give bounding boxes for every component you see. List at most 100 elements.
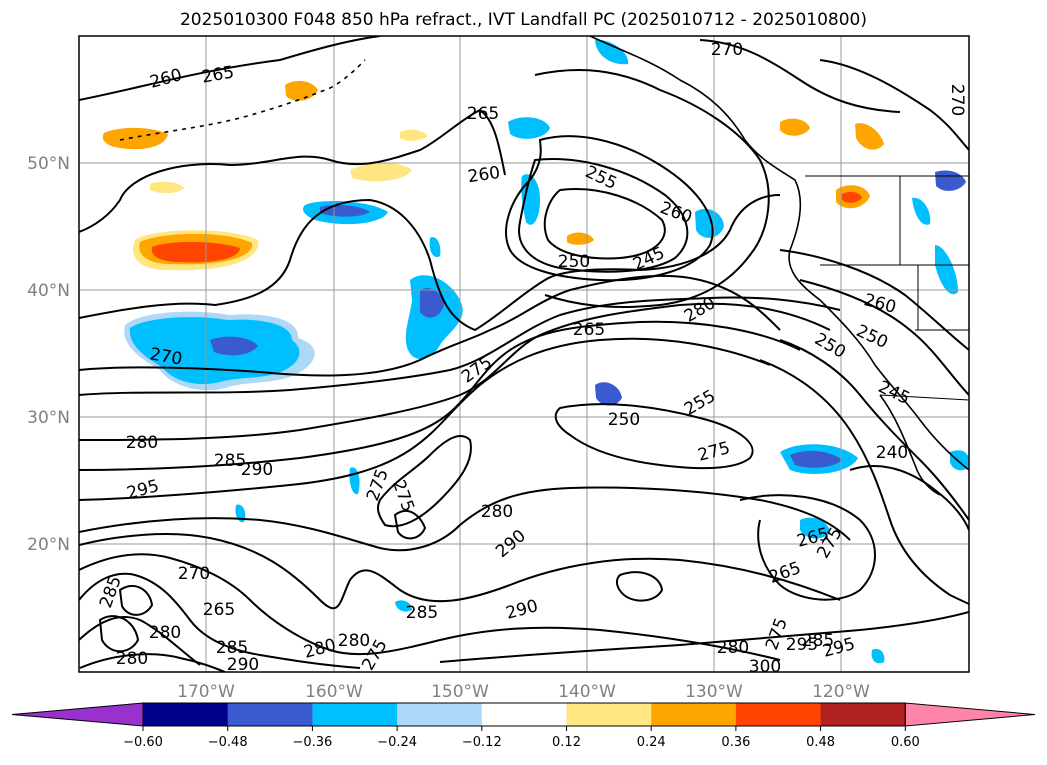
contour-line: [779, 249, 969, 351]
colorbar-extend-high: [904, 702, 1036, 727]
contour-line: [439, 611, 969, 663]
contour-value-label: 285: [214, 451, 246, 471]
contour-value-label: 280: [338, 631, 370, 651]
contour-value-label: 270: [178, 564, 210, 584]
negative-anomaly-patch: [790, 450, 842, 468]
negative-anomaly-patch: [320, 204, 370, 217]
colorbar-frame: [142, 702, 906, 727]
border-us-mexico: [879, 394, 969, 401]
latitude-labels: 50°N 40°N 30°N 20°N: [27, 154, 70, 555]
contour-value-label: 250: [558, 252, 590, 272]
graticule: [79, 36, 969, 672]
contour-value-label: 265: [203, 600, 235, 620]
colorbar-tick-label: −0.36: [292, 735, 332, 750]
state-borders: [820, 176, 969, 331]
contour-line: [79, 553, 781, 661]
contour-value-label: 260: [148, 65, 185, 93]
colorbar-tick-label: 0.12: [552, 735, 581, 750]
shaded-anomalies: [102, 39, 969, 664]
lat-label: 30°N: [27, 408, 70, 428]
negative-anomaly-patch: [935, 170, 966, 191]
contour-line: [79, 274, 781, 377]
contour-line: [79, 653, 226, 672]
contour-value-label: 285: [216, 638, 248, 658]
contour-line: [118, 585, 154, 616]
contour-value-label: 260: [862, 290, 899, 318]
colorbar-tick-label: 0.60: [891, 735, 920, 750]
colorbar-segment: [481, 703, 567, 726]
lat-label: 40°N: [27, 281, 70, 301]
contour-value-label: 280: [717, 638, 749, 658]
lat-label: 50°N: [27, 154, 70, 174]
positive-anomaly-patch: [102, 127, 168, 150]
negative-anomaly-patch: [800, 517, 830, 539]
colorbar-tick-label: 0.24: [637, 735, 666, 750]
positive-anomaly-patch: [151, 241, 240, 263]
colorbar: −0.60 −0.48 −0.36 −0.24 −0.12 0.12 0.24 0.36 0.4…: [11, 702, 1036, 750]
lon-label: 150°W: [431, 682, 489, 702]
contour-value-label: 280: [481, 502, 513, 522]
positive-anomaly-patch: [350, 163, 412, 182]
negative-anomaly-patch: [395, 600, 412, 612]
colorbar-segment: [820, 703, 906, 726]
contour-value-label: 265: [573, 320, 605, 340]
contour-line: [79, 320, 801, 471]
lon-label: 120°W: [812, 682, 870, 702]
contour-value-label: 285: [406, 603, 438, 623]
aleutian-islands: [119, 59, 366, 141]
lon-label: 130°W: [685, 682, 743, 702]
contour-value-label: 295: [786, 635, 818, 655]
contour-value-label: 280: [126, 433, 158, 453]
positive-anomaly-patch: [780, 118, 810, 136]
colorbar-tick-label: −0.60: [123, 735, 163, 750]
refractivity-contours: [79, 36, 969, 672]
colorbar-tick-label: −0.12: [462, 735, 502, 750]
positive-anomaly-patch: [150, 181, 184, 194]
contour-value-label: 290: [492, 526, 530, 562]
contour-line: [79, 533, 841, 610]
contour-line: [534, 69, 770, 308]
contour-value-label: 265: [766, 558, 803, 588]
negative-anomaly-patch: [950, 450, 969, 471]
negative-anomaly-patch: [349, 467, 360, 495]
positive-anomaly-patch: [567, 232, 594, 245]
contour-value-label: 290: [227, 655, 259, 675]
positive-anomaly-patch: [842, 191, 862, 203]
contour-value-label: 260: [467, 163, 502, 187]
negative-anomaly-patch: [871, 648, 885, 664]
contour-line: [393, 509, 427, 540]
contour-value-label: 280: [302, 635, 339, 663]
contour-value-label: 275: [388, 477, 418, 514]
map-frame: [78, 35, 970, 673]
contour-value-label: 290: [241, 460, 273, 480]
contour-value-label: 300: [749, 657, 781, 677]
colorbar-segment: [312, 703, 398, 726]
contour-value-label: 295: [125, 476, 162, 504]
contour-line: [376, 435, 472, 528]
contour-line: [554, 403, 754, 470]
colorbar-segment: [735, 703, 822, 726]
negative-anomaly-patch: [695, 208, 724, 238]
colorbar-segment: [566, 703, 652, 726]
negative-anomaly-patch: [429, 237, 441, 258]
contour-line: [739, 494, 876, 601]
chart-title: 2025010300 F048 850 hPa refract., IVT La…: [179, 10, 867, 30]
contour-value-label: 270: [947, 84, 967, 116]
contour-value-label: 265: [467, 104, 499, 124]
negative-anomaly-patch: [595, 382, 622, 406]
contour-value-label: 280: [149, 623, 181, 643]
contour-line: [699, 39, 901, 113]
colorbar-segment: [397, 703, 483, 726]
positive-anomaly-patch: [855, 123, 884, 150]
contour-line: [79, 108, 506, 233]
colorbar-tick-label: −0.24: [377, 735, 417, 750]
lat-label: 20°N: [27, 535, 70, 555]
colorbar-segment: [651, 703, 737, 726]
colorbar-tick-label: 0.48: [806, 735, 835, 750]
positive-anomaly-patch: [285, 80, 318, 101]
colorbar-tick-label: 0.36: [721, 735, 750, 750]
contour-line: [79, 615, 201, 666]
positive-anomaly-patch: [400, 129, 428, 141]
contour-line: [79, 337, 771, 501]
